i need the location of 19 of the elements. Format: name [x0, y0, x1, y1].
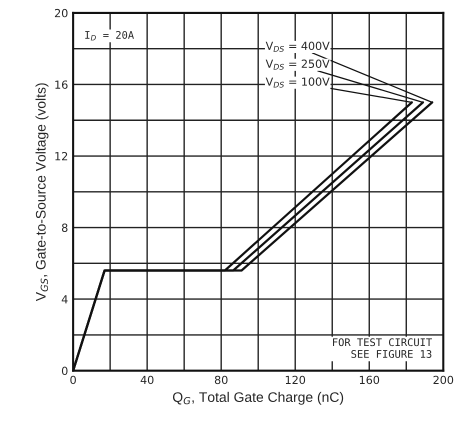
y-tick-label: 0 — [62, 366, 68, 376]
x-axis-title: Q$_{G}$, Total Gate Charge (nC) — [172, 392, 344, 405]
y-axis-title: V$_{GS}$, Gate-to-Source Voltage (volts) — [36, 83, 48, 302]
text: V$_{DS}$ = 100V — [266, 77, 330, 88]
x-tick-label: 200 — [434, 376, 454, 384]
text: V$_{DS}$ = 400V — [266, 42, 330, 52]
y-tick-label: 8 — [62, 224, 68, 232]
x-tick-label: 40 — [140, 376, 154, 384]
y-tick-label: 4 — [62, 295, 68, 304]
x-tick-label: 120 — [286, 376, 306, 384]
annotation: I$_{D}$ = 20A — [85, 30, 134, 40]
x-tick-label: 0 — [70, 376, 76, 384]
x-tick-label: 160 — [360, 376, 380, 384]
y-tick-label: 20 — [54, 8, 68, 18]
x-tick-label: 80 — [214, 376, 228, 384]
y-tick-label: 16 — [55, 80, 68, 89]
text: V$_{DS}$ = 250V — [266, 60, 330, 70]
annotation: FOR TEST CIRCUIT SEE FIGURE 13 — [333, 338, 432, 358]
y-tick-label: 12 — [55, 152, 68, 160]
